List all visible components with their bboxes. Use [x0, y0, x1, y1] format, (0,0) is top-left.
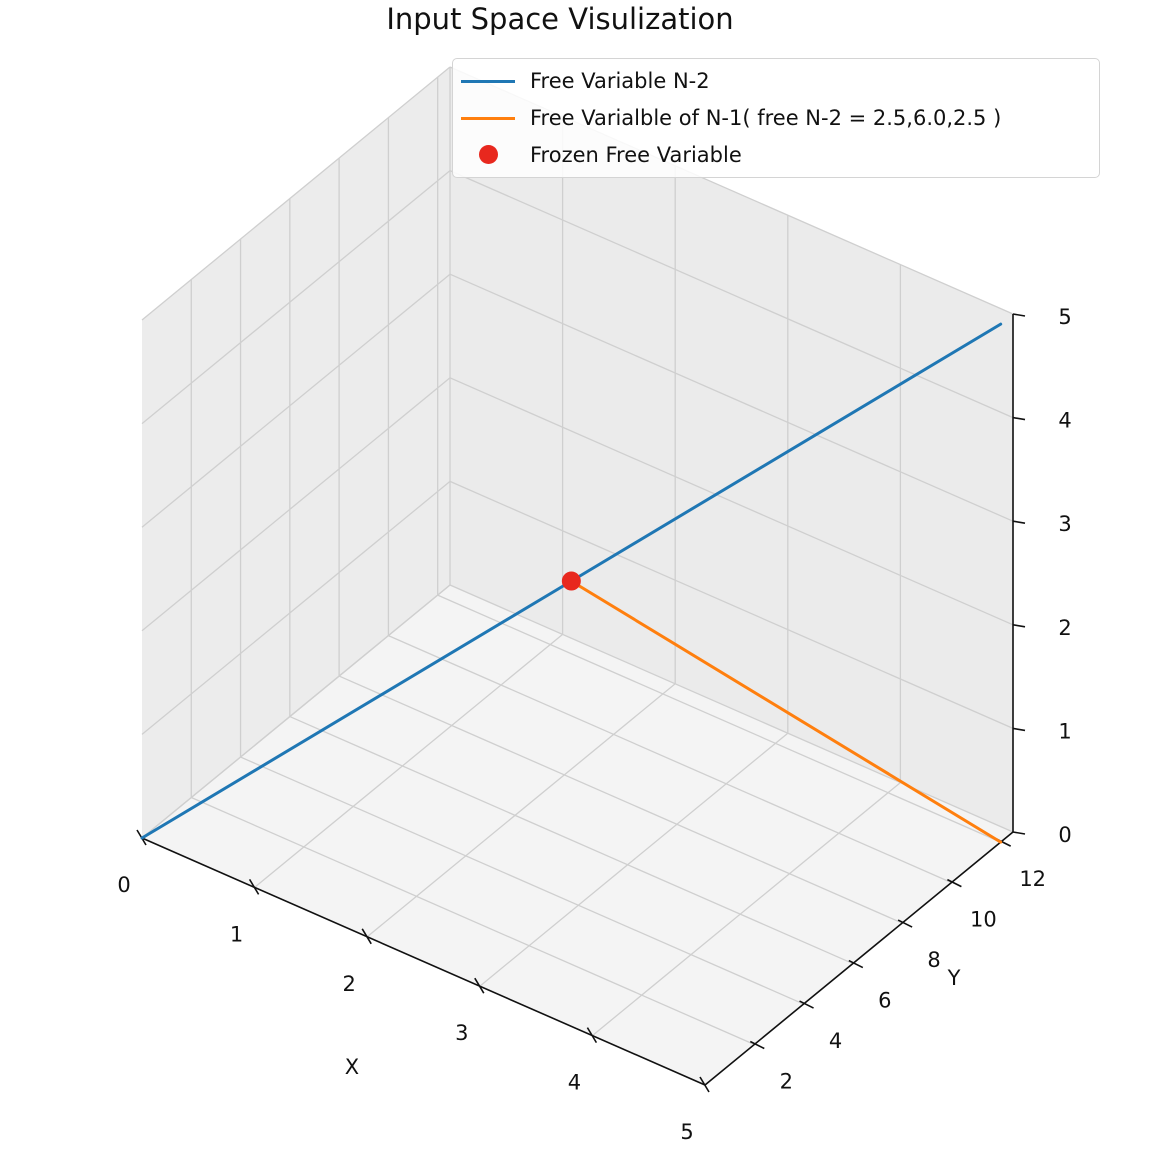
legend: Free Variable N-2 Free Varialble of N-1(…: [452, 58, 1100, 178]
legend-item: Frozen Free Variable: [453, 137, 742, 173]
legend-line-swatch: [461, 63, 515, 99]
grid-line-z-left: [141, 170, 451, 425]
grid-line-y-floor: [338, 675, 903, 924]
grid-line-y-floor: [240, 756, 804, 1005]
grid-line-y-floor: [437, 594, 1001, 843]
grid-line-z-back: [449, 170, 1014, 419]
x-tick-label: 3: [455, 1021, 468, 1045]
grid-line-y-floor: [388, 635, 952, 884]
legend-label: Frozen Free Variable: [530, 143, 742, 167]
grid-line-z-back: [449, 480, 1014, 729]
chart-title: Input Space Visulization: [386, 2, 734, 36]
grid-line-x-floor: [254, 633, 564, 888]
grid-line-y-floor: [289, 715, 854, 965]
y-tick: [897, 919, 913, 928]
legend-item: Free Varialble of N-1( free N-2 = 2.5,6.…: [453, 100, 1001, 136]
grid-line-z-left: [141, 377, 451, 632]
z-tick-label: 3: [1058, 512, 1071, 536]
z-tick: [1012, 416, 1026, 421]
axis-lines: [141, 314, 1014, 1086]
legend-item: Free Variable N-2: [453, 63, 710, 99]
y-tick: [848, 959, 864, 969]
y-tick-label: 4: [829, 1029, 842, 1053]
z-tick: [1012, 831, 1026, 835]
grid-line-z-left: [141, 66, 451, 321]
x-tick: [699, 1076, 710, 1093]
z-tick-label: 1: [1058, 719, 1071, 743]
y-tick-label: 2: [780, 1070, 793, 1094]
x-axis-line: [141, 837, 706, 1086]
z-tick-label: 4: [1058, 409, 1071, 433]
x-tick-label: 4: [568, 1071, 581, 1095]
x-axis-label: X: [345, 1055, 359, 1079]
y-axis-label: Y: [947, 966, 961, 990]
z-tick: [1012, 624, 1026, 628]
y-tick: [749, 1040, 765, 1050]
x-tick: [474, 977, 485, 994]
z-tick-label: 5: [1058, 305, 1071, 329]
y-tick: [799, 1000, 814, 1009]
grid-line-x-floor: [479, 732, 789, 987]
z-tick-label: 2: [1058, 616, 1071, 640]
x-tick-label: 5: [680, 1120, 693, 1144]
z-tick: [1012, 313, 1026, 317]
legend-line-swatch: [461, 100, 515, 136]
x-tick: [248, 878, 260, 895]
z-tick: [1012, 520, 1026, 524]
axis-panes: [142, 67, 1013, 1085]
x-tick-label: 0: [117, 873, 130, 897]
x-tick: [586, 1027, 598, 1044]
grid-line-z-back: [449, 377, 1014, 626]
grid-line-z-left: [141, 273, 451, 528]
z-tick: [1012, 727, 1026, 732]
grid-lines: [141, 66, 1014, 1086]
grid-line-z-left: [141, 584, 451, 839]
y-tick-label: 6: [878, 989, 891, 1013]
left-pane: [142, 67, 450, 838]
y-tick-label: 12: [1019, 867, 1046, 891]
y-tick: [947, 878, 962, 888]
legend-label: Free Varialble of N-1( free N-2 = 2.5,6.…: [530, 106, 1002, 130]
back-pane: [450, 67, 1013, 832]
x-tick-label: 1: [230, 922, 243, 946]
x-tick: [361, 928, 372, 945]
grid-line-z-back: [449, 273, 1014, 522]
grid-line-x-floor: [366, 683, 676, 938]
grid-line-y-floor: [191, 796, 755, 1046]
grid-line-x-floor: [591, 782, 901, 1037]
series-line-1: [569, 579, 1003, 844]
y-axis-line: [704, 831, 1014, 1086]
legend-marker-swatch: [461, 137, 515, 173]
legend-label: Free Variable N-2: [530, 69, 710, 93]
floor-pane: [142, 585, 1013, 1085]
scatter-point: [561, 571, 581, 591]
y-tick-label: 8: [927, 948, 940, 972]
series-group: [140, 322, 1003, 844]
z-tick-label: 0: [1058, 823, 1071, 847]
y-tick-label: 10: [970, 908, 997, 932]
grid-line-z-left: [141, 480, 451, 735]
x-tick-label: 2: [343, 972, 356, 996]
